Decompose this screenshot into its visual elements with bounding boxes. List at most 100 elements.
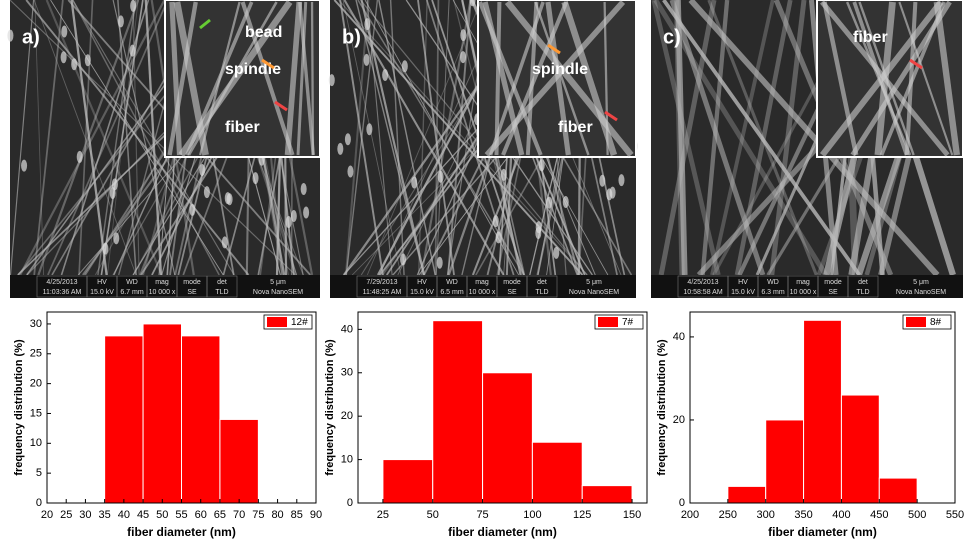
spindle [118,15,124,27]
annotation: bead [245,24,282,41]
spindle [539,159,545,171]
info-text: mag [155,279,169,286]
x-tick-label: 55 [175,509,187,521]
y-tick-label: 20 [30,378,42,390]
x-tick-label: 80 [271,509,283,521]
info-text: mag [796,279,810,286]
info-text: SE [507,289,517,296]
spindle [400,253,406,265]
scale-bar: 5 μm [270,279,286,286]
spindle [460,51,466,63]
x-tick-label: 35 [99,509,111,521]
bar [804,320,842,503]
spindle [535,227,541,239]
spindle [7,30,13,42]
info-text: mode [824,279,842,286]
spindle [337,143,343,155]
info-text: 10:58:58 AM [683,289,722,296]
info-text: WD [126,279,138,286]
spindle [303,206,309,218]
info-text: HV [417,279,427,286]
info-text: TLD [535,289,548,296]
legend-swatch [267,317,287,327]
x-tick-label: 60 [195,509,207,521]
y-tick-label: 40 [341,323,353,335]
scale-bar: 5 μm [913,279,929,286]
x-tick-label: 65 [214,509,226,521]
spindle [222,236,228,248]
info-text: 15.0 kV [90,289,114,296]
info-text: 11:48:25 AM [363,289,402,296]
brand: Nova NanoSEM [253,289,303,296]
info-text: 15.0 kV [410,289,434,296]
y-tick-label: 25 [30,348,42,360]
x-tick-label: 100 [523,509,541,521]
info-text: WD [767,279,779,286]
y-tick-label: 10 [30,437,42,449]
x-tick-label: 25 [377,509,389,521]
y-tick-label: 15 [30,407,42,419]
spindle [599,175,605,187]
x-tick-label: 550 [946,509,964,521]
info-text: 15.0 kV [731,289,755,296]
y-axis-label: frequency distribution (%) [324,339,336,476]
x-tick-label: 450 [870,509,888,521]
bar [220,419,258,503]
legend-label: 7# [622,317,634,328]
bar [143,324,181,503]
spindle [61,51,67,63]
spindle [189,204,195,216]
spindle [345,133,351,145]
spindle [204,186,210,198]
info-text: 6.5 mm [440,289,464,296]
info-text: 11:03:36 AM [43,289,82,296]
spindle [553,247,559,259]
y-tick-label: 5 [36,467,42,479]
x-axis-label: fiber diameter (nm) [127,525,236,539]
brand: Nova NanoSEM [896,289,946,296]
panel-label: b) [342,26,361,48]
spindle [85,54,91,66]
x-axis-label: fiber diameter (nm) [768,525,877,539]
legend-swatch [598,317,618,327]
legend-label: 8# [930,317,942,328]
info-text: SE [828,289,838,296]
bar [841,395,879,503]
scale-bar: 5 μm [586,279,602,286]
x-tick-label: 30 [79,509,91,521]
x-tick-label: 400 [832,509,850,521]
x-tick-label: 125 [573,509,591,521]
bar [728,486,766,503]
info-text: 4/25/2013 [46,279,77,286]
legend-label: 12# [291,317,308,328]
spindle [618,174,624,186]
panel-label: a) [22,26,40,48]
x-tick-label: 500 [908,509,926,521]
info-text: 7/29/2013 [366,279,397,286]
spindle [437,257,443,269]
x-tick-label: 20 [41,509,53,521]
info-text: mode [503,279,521,286]
bar [766,420,804,503]
spindle [347,166,353,178]
y-tick-label: 20 [341,410,353,422]
panel-label: c) [663,26,681,48]
spindle [610,187,616,199]
spindle [225,192,231,204]
y-tick-label: 0 [347,497,353,509]
info-text: det [858,279,868,286]
spindle [71,58,77,70]
annotation: fiber [853,29,888,46]
bar [182,336,220,503]
spindle [438,171,444,183]
info-text: TLD [856,289,869,296]
info-text: det [217,279,227,286]
spindle [366,123,372,135]
x-tick-label: 50 [156,509,168,521]
bar [582,486,632,503]
spindle [301,183,307,195]
spindle [382,69,388,81]
y-tick-label: 20 [673,414,685,426]
spindle [130,0,136,12]
info-text: 4/25/2013 [687,279,718,286]
